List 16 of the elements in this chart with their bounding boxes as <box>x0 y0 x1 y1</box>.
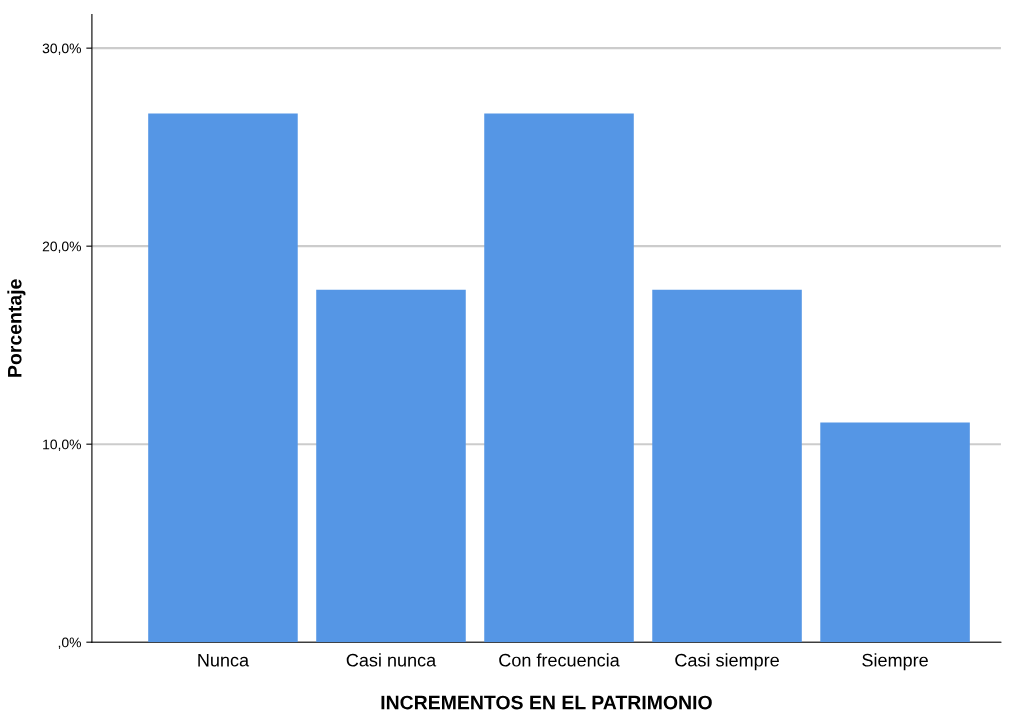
bar <box>820 422 970 643</box>
y-tick-label: 30,0% <box>42 43 81 55</box>
x-tick-label: Casi nunca <box>346 653 437 667</box>
x-tick-label: Casi siempre <box>675 653 779 671</box>
x-tick-label: Con frecuencia <box>499 653 620 667</box>
bar <box>484 113 634 643</box>
bar <box>148 113 298 643</box>
bar <box>652 289 802 643</box>
y-axis-title: Porcentaje <box>7 279 26 377</box>
y-tick-label: ,0% <box>58 637 81 649</box>
y-tick-label: 10,0% <box>43 439 81 451</box>
y-tick-label: 20,0% <box>42 241 81 253</box>
x-tick-label: Siempre <box>862 653 928 671</box>
x-tick-label: Nunca <box>198 653 250 667</box>
bar <box>316 289 466 643</box>
x-axis-title: INCREMENTOS EN EL PATRIMONIO <box>381 695 712 710</box>
